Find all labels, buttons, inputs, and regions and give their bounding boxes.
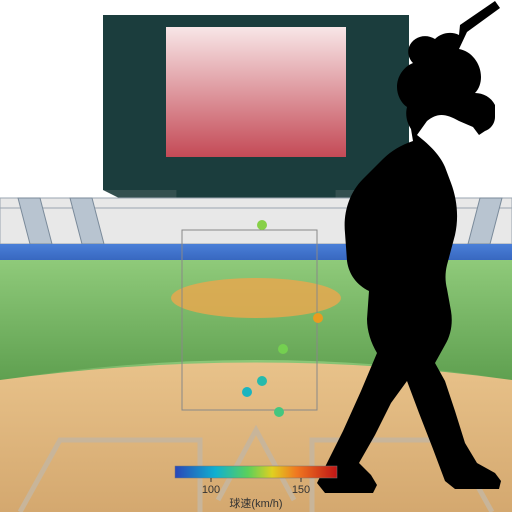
- pitch-marker: [257, 376, 267, 386]
- pitchers-mound: [171, 278, 341, 318]
- colorbar-label: 球速(km/h): [229, 496, 282, 510]
- scoreboard-screen: [166, 27, 346, 157]
- colorbar-tick-label: 100: [202, 484, 220, 496]
- pitch-marker: [313, 313, 323, 323]
- pitch-marker: [274, 407, 284, 417]
- pitch-marker: [278, 344, 288, 354]
- pitch-marker: [242, 387, 252, 397]
- colorbar-tick-label: 150: [292, 484, 310, 496]
- pitch-marker: [257, 220, 267, 230]
